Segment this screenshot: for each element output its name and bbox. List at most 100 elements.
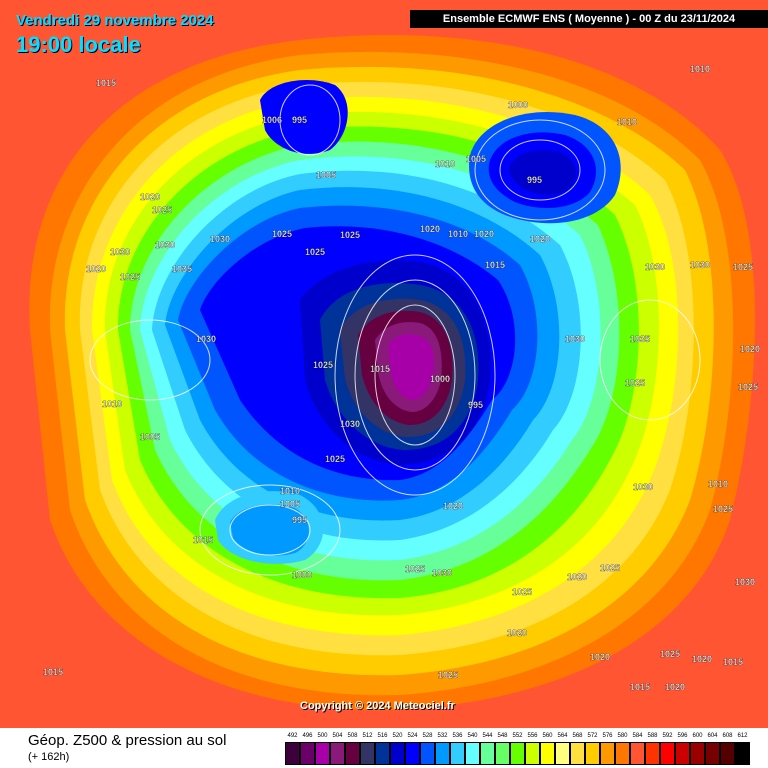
legend-cell: 516 xyxy=(375,733,390,765)
legend-cell: 548 xyxy=(495,733,510,765)
legend-label: 600 xyxy=(692,733,703,739)
legend-label: 604 xyxy=(707,733,718,739)
legend-label: 548 xyxy=(497,733,508,739)
legend-swatch xyxy=(600,742,615,765)
legend-label: 576 xyxy=(602,733,613,739)
geopotential-fields xyxy=(0,0,768,728)
legend-cell: 532 xyxy=(435,733,450,765)
legend-swatch xyxy=(285,742,300,765)
legend-swatch xyxy=(375,742,390,765)
legend-swatch xyxy=(405,742,420,765)
legend-label: 504 xyxy=(332,733,343,739)
pressure-label: 995 xyxy=(468,400,483,410)
pressure-label: 1025 xyxy=(660,649,680,659)
pressure-label: 1010 xyxy=(617,117,637,127)
legend-swatch xyxy=(450,742,465,765)
pressure-label: 1025 xyxy=(438,670,458,680)
legend-label: 540 xyxy=(467,733,478,739)
pressure-label: 1005 xyxy=(316,170,336,180)
map-title: Géop. Z500 & pression au sol xyxy=(28,732,227,749)
legend-swatch xyxy=(705,742,720,765)
legend-label: 608 xyxy=(722,733,733,739)
legend-cell: 608 xyxy=(720,733,735,765)
legend-swatch xyxy=(525,742,540,765)
legend-swatch xyxy=(435,742,450,765)
legend-swatch xyxy=(345,742,360,765)
legend-cell: 520 xyxy=(390,733,405,765)
isobar xyxy=(499,139,581,201)
pressure-label: 1010 xyxy=(448,229,468,239)
legend-cell: 592 xyxy=(660,733,675,765)
legend-cell: 552 xyxy=(510,733,525,765)
legend-swatch xyxy=(690,742,705,765)
pressure-label: 1025 xyxy=(272,229,292,239)
legend-swatch xyxy=(540,742,555,765)
pressure-label: 1015 xyxy=(485,260,505,270)
pressure-label: 1020 xyxy=(443,501,463,511)
isobar xyxy=(334,254,496,496)
pressure-label: 1020 xyxy=(692,654,712,664)
geopotential-band xyxy=(260,80,348,154)
legend-swatch xyxy=(420,742,435,765)
pressure-label: 1000 xyxy=(292,570,312,580)
pressure-label: 1025 xyxy=(325,454,345,464)
legend-cell: 496 xyxy=(300,733,315,765)
pressure-label: 1020 xyxy=(665,682,685,692)
legend-cell: 508 xyxy=(345,733,360,765)
pressure-label: 1010 xyxy=(102,399,122,409)
legend-swatch xyxy=(675,742,690,765)
pressure-label: 1025 xyxy=(405,564,425,574)
legend-label: 508 xyxy=(347,733,358,739)
legend-label: 492 xyxy=(287,733,298,739)
legend-label: 596 xyxy=(677,733,688,739)
isobar xyxy=(199,484,341,576)
legend-label: 536 xyxy=(452,733,463,739)
pressure-label: 1025 xyxy=(305,247,325,257)
legend-label: 568 xyxy=(572,733,583,739)
pressure-label: 1000 xyxy=(508,100,528,110)
footer: Géop. Z500 & pression au sol (+ 162h) 49… xyxy=(0,728,768,768)
pressure-label: 1025 xyxy=(120,272,140,282)
pressure-label: 1035 xyxy=(630,334,650,344)
legend-label: 572 xyxy=(587,733,598,739)
legend-label: 516 xyxy=(377,733,388,739)
pressure-label: 1015 xyxy=(370,364,390,374)
geopotential-band xyxy=(509,150,576,195)
legend-cell: 572 xyxy=(585,733,600,765)
pressure-label: 1035 xyxy=(172,264,192,274)
legend-label: 564 xyxy=(557,733,568,739)
legend-cell: 512 xyxy=(360,733,375,765)
pressure-label: 1020 xyxy=(420,224,440,234)
pressure-label: 995 xyxy=(527,175,542,185)
legend-cell: 568 xyxy=(570,733,585,765)
legend-swatch xyxy=(630,742,645,765)
pressure-label: 1020 xyxy=(590,652,610,662)
pressure-label: 1020 xyxy=(86,264,106,274)
pressure-label: 1010 xyxy=(708,479,728,489)
pressure-label: 1025 xyxy=(733,262,753,272)
legend-cell: 544 xyxy=(480,733,495,765)
legend-swatch xyxy=(360,742,375,765)
legend-label: 520 xyxy=(392,733,403,739)
legend-swatch xyxy=(660,742,675,765)
forecast-time: 19:00 locale xyxy=(16,32,141,57)
pressure-label: 1030 xyxy=(110,247,130,257)
legend-cell: 504 xyxy=(330,733,345,765)
legend-swatch xyxy=(510,742,525,765)
isobar xyxy=(474,119,606,221)
pressure-label: 1030 xyxy=(210,234,230,244)
pressure-label: 1030 xyxy=(735,577,755,587)
pressure-label: 1025 xyxy=(313,360,333,370)
legend-swatch xyxy=(570,742,585,765)
pressure-label: 1030 xyxy=(565,334,585,344)
pressure-label: 1030 xyxy=(196,334,216,344)
legend-swatch xyxy=(315,742,330,765)
isobar xyxy=(229,504,311,556)
legend-label: 588 xyxy=(647,733,658,739)
copyright: Copyright © 2024 Meteociel.fr xyxy=(300,700,455,712)
pressure-label: 1015 xyxy=(96,78,116,88)
pressure-label: 1025 xyxy=(340,230,360,240)
legend-swatch xyxy=(555,742,570,765)
pressure-label: 1020 xyxy=(530,234,550,244)
geopotential-band xyxy=(230,504,309,556)
